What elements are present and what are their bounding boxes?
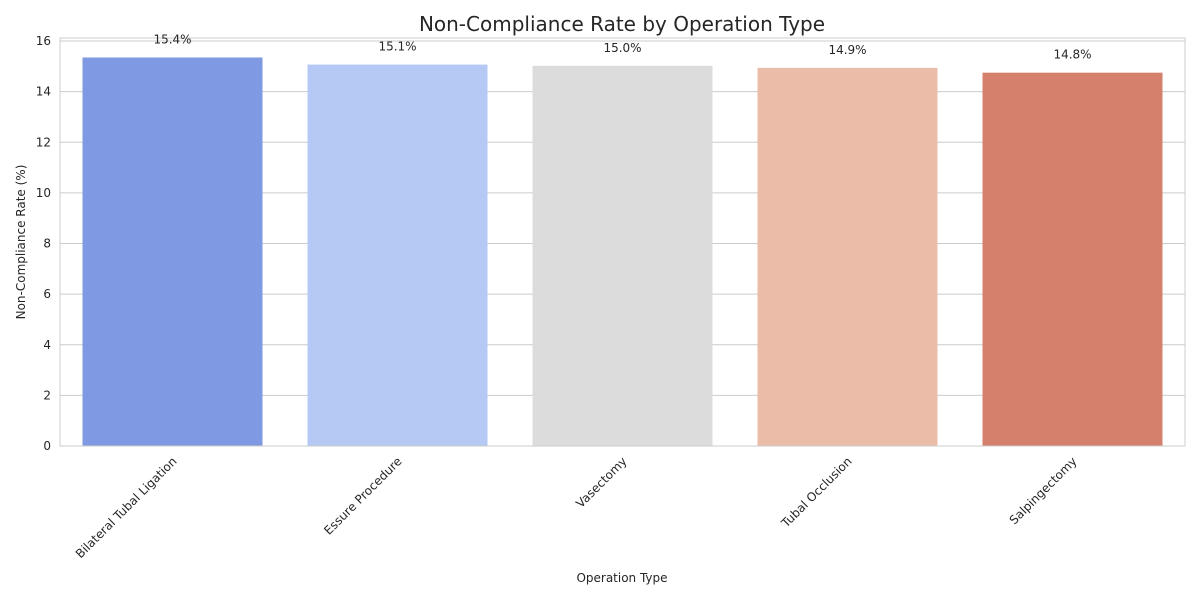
data-label: 15.0% [603,41,641,55]
data-label: 14.8% [1053,48,1091,62]
y-tick-label: 16 [36,34,51,48]
y-tick-labels: 0 2 4 6 8 10 12 14 16 [36,34,51,453]
bar [982,72,1163,447]
y-tick-label: 2 [43,388,51,402]
x-tick-label: Bilateral Tubal Ligation [73,454,180,561]
bar [532,65,713,447]
x-tick-label: Tubal Occlusion [778,454,855,531]
bar [82,57,263,447]
data-label: 15.4% [153,32,191,46]
y-axis-label: Non-Compliance Rate (%) [14,165,28,320]
y-tick-label: 4 [43,338,51,352]
chart-title: Non-Compliance Rate by Operation Type [419,12,825,36]
data-label: 15.1% [378,40,416,54]
y-tick-label: 6 [43,287,51,301]
y-tick-label: 10 [36,186,51,200]
y-tick-label: 14 [36,85,51,99]
data-label: 14.9% [828,43,866,57]
plot-frame [59,37,1186,447]
y-tick-label: 0 [43,439,51,453]
x-tick-labels: Bilateral Tubal Ligation Essure Procedure… [73,454,1080,561]
data-labels: 15.4% 15.1% 15.0% 14.9% 14.8% [153,32,1091,61]
y-tick-label: 8 [43,237,51,251]
x-tick-label: Essure Procedure [321,454,404,537]
bars [82,57,1163,447]
bar [757,67,938,447]
bar [307,64,488,446]
x-axis-label: Operation Type [576,571,667,585]
x-tick-label: Vasectomy [573,454,629,510]
x-tick-label: Salpingectomy [1007,454,1080,527]
y-tick-label: 12 [36,135,51,149]
